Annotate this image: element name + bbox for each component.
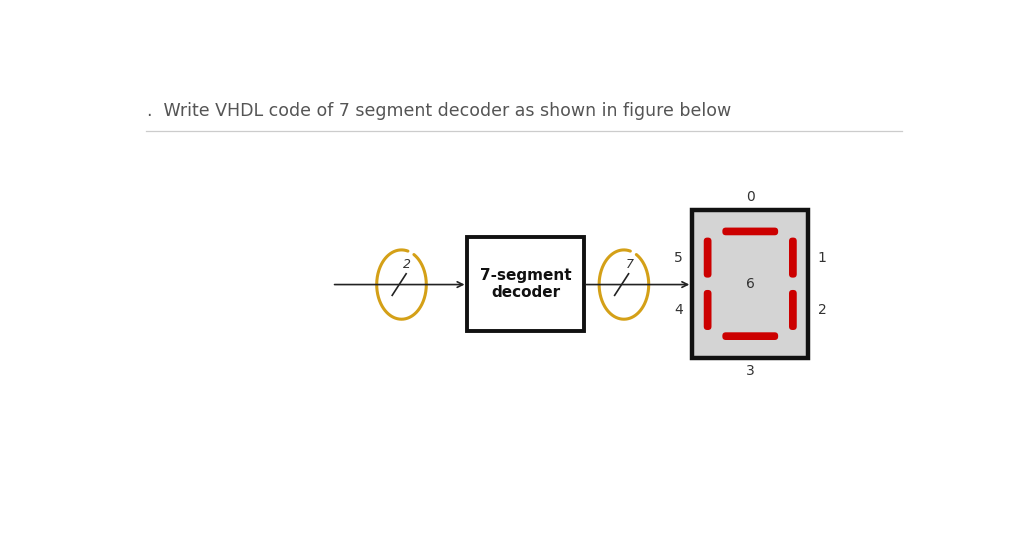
FancyBboxPatch shape [467, 237, 583, 330]
Text: 6: 6 [746, 277, 754, 291]
Text: 7-segment
decoder: 7-segment decoder [479, 267, 571, 300]
Text: .  Write VHDL code of 7 segment decoder as shown in figure below: . Write VHDL code of 7 segment decoder a… [147, 102, 731, 120]
Text: 0: 0 [746, 190, 754, 204]
Text: 3: 3 [746, 364, 754, 378]
Text: 7: 7 [626, 259, 633, 271]
Text: 5: 5 [674, 250, 682, 265]
FancyBboxPatch shape [722, 228, 778, 236]
Text: 4: 4 [674, 303, 682, 317]
FancyBboxPatch shape [789, 290, 797, 330]
Text: 1: 1 [818, 250, 827, 265]
Text: 2: 2 [403, 259, 410, 271]
FancyBboxPatch shape [704, 290, 712, 330]
Text: 2: 2 [818, 303, 826, 317]
FancyBboxPatch shape [789, 238, 797, 278]
FancyBboxPatch shape [704, 238, 712, 278]
FancyBboxPatch shape [722, 332, 778, 340]
FancyBboxPatch shape [693, 210, 809, 358]
